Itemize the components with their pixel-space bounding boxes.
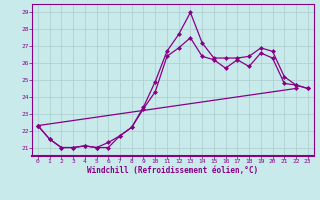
X-axis label: Windchill (Refroidissement éolien,°C): Windchill (Refroidissement éolien,°C): [87, 166, 258, 175]
